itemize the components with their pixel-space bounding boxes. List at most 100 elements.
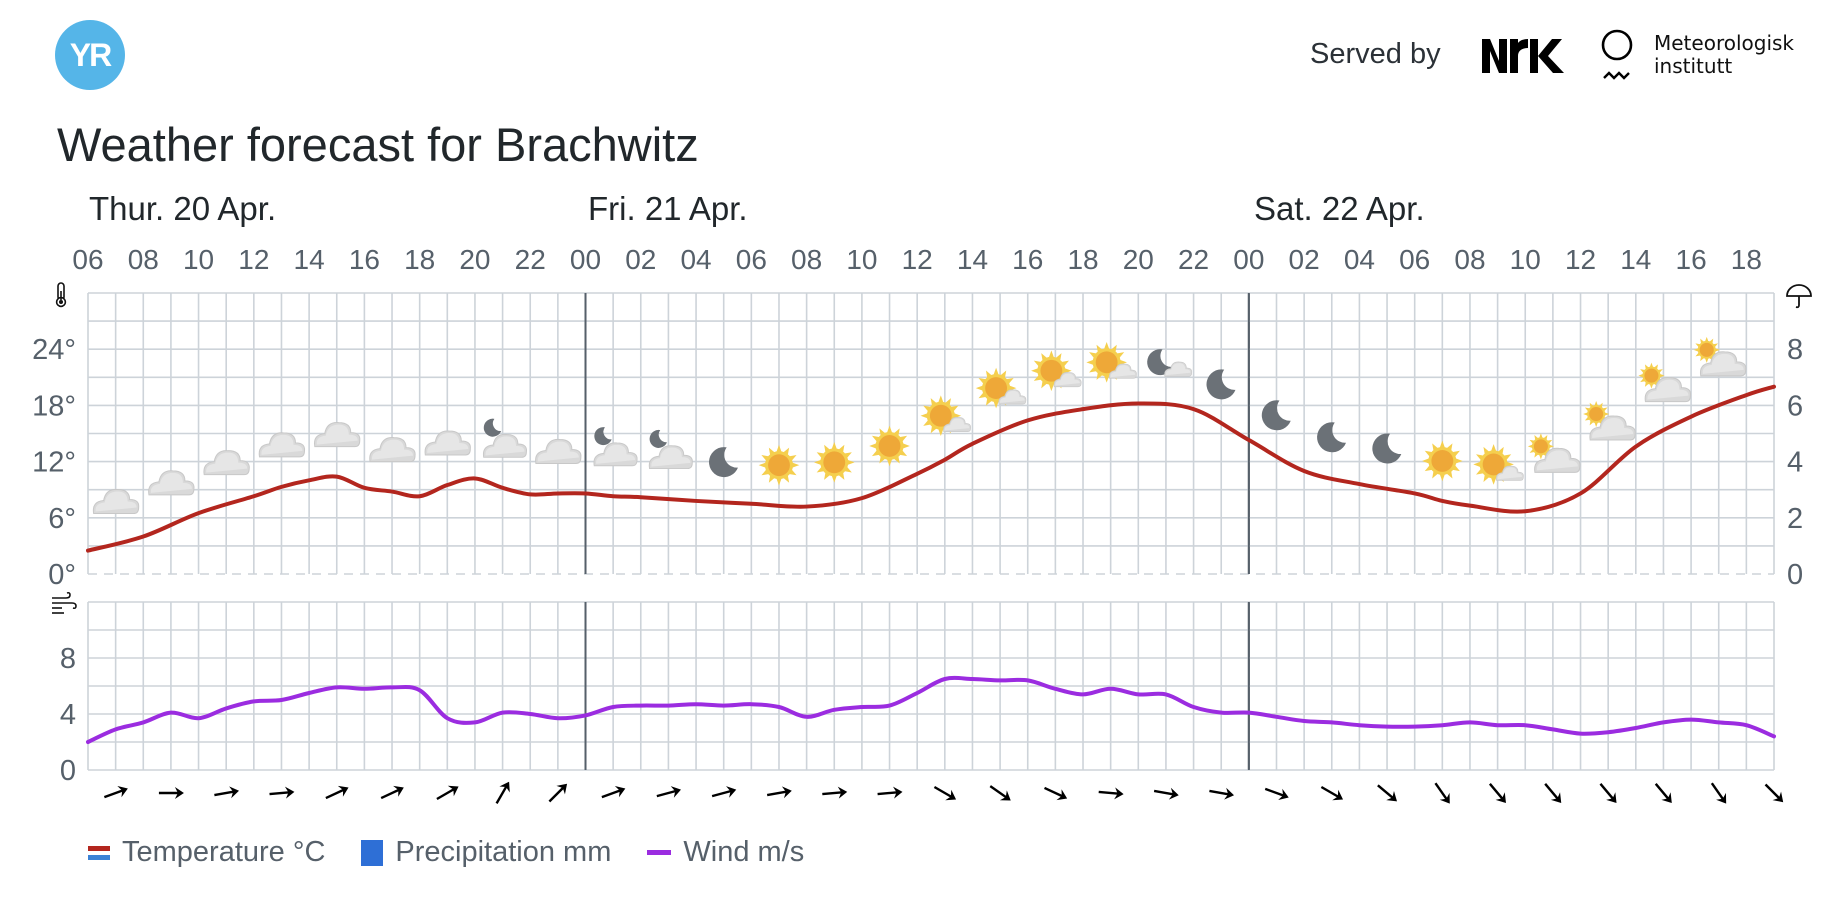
weather-symbol-fair-day [975, 367, 1027, 409]
weather-symbol-clear-day [758, 444, 800, 486]
cloud-icon [593, 442, 638, 467]
cloud-icon [482, 434, 527, 458]
wind-arrow-icon [1043, 786, 1068, 801]
cloud-icon [203, 450, 250, 476]
hour-label: 20 [1123, 244, 1154, 275]
hour-label: 22 [515, 244, 546, 275]
cloud-icon [258, 432, 306, 458]
weather-symbol-cloudy [92, 489, 140, 515]
cloud-icon [535, 438, 582, 464]
weather-symbol-clear-day [869, 425, 910, 467]
legend-temperature[interactable]: Temperature °C [88, 836, 325, 869]
weather-symbol-clear-night [1372, 433, 1402, 464]
sun-icon [1086, 342, 1127, 383]
hour-labels: 06 08 10 12 14 16 18 20 22 00 02 04 06 08 10 12 14 16 18 20… [72, 244, 1762, 275]
chart-legend: Temperature °C Precipitation mm Wind m/s [88, 836, 840, 869]
hour-label: 06 [72, 244, 103, 275]
hour-label: 12 [902, 244, 933, 275]
hour-label: 10 [1510, 244, 1541, 275]
temp-axis-label: 18° [32, 390, 76, 422]
temp-axis-label: 0° [48, 559, 76, 591]
precip-axis-label: 8 [1787, 334, 1803, 366]
wind-arrow-icon [548, 783, 568, 803]
wind-arrow-icon [989, 785, 1011, 801]
axis-labels: 0° 6° 12° 18° 24° 0 2 4 6 8 0 4 8 [32, 334, 1803, 787]
cloud-icon [1699, 351, 1747, 377]
cloud-icon [1164, 361, 1193, 377]
wind-axis-label: 4 [60, 699, 76, 731]
hour-label: 16 [349, 244, 380, 275]
wind-arrow-icon [656, 786, 681, 798]
met-institutt-logo[interactable] [1600, 28, 1644, 86]
thermometer-icon [55, 282, 67, 308]
cloud-icon [369, 437, 416, 463]
met-line1: Meteorologisk [1654, 31, 1795, 55]
wind-arrow-icon [711, 786, 737, 798]
sun-icon [1422, 440, 1463, 482]
wind-arrows [103, 781, 1784, 804]
weather-symbol-fair-day [1473, 444, 1524, 485]
moon-icon [483, 418, 502, 437]
yr-logo[interactable]: YR [55, 20, 125, 90]
temperature-line [86, 384, 1776, 553]
wind-arrow-icon [822, 786, 848, 799]
hour-label: 00 [1233, 244, 1264, 275]
legend-wind[interactable]: Wind m/s [647, 836, 804, 869]
hour-label: 00 [570, 244, 601, 275]
hour-label: 02 [625, 244, 656, 275]
precipitation-swatch [361, 839, 384, 866]
cloud-icon [424, 430, 471, 456]
hour-label: 18 [1067, 244, 1098, 275]
wind-arrow-icon [380, 785, 404, 800]
wind-arrow-icon [1098, 787, 1124, 800]
weather-symbol-clear-night [1317, 422, 1347, 453]
weather-symbol-partlycloudy-day [1583, 400, 1636, 441]
cloud-icon [313, 422, 361, 448]
wind-line [86, 675, 1776, 744]
wind-arrow-icon [877, 786, 903, 799]
sun-icon [1031, 350, 1072, 392]
precip-axis-label: 6 [1787, 390, 1803, 422]
temperature-grid [87, 292, 1775, 575]
hour-label: 18 [404, 244, 435, 275]
hour-label: 08 [791, 244, 822, 275]
day-label-fri: Fri. 21 Apr. [588, 190, 748, 227]
cloud-icon [998, 389, 1027, 405]
weather-symbol-cloudy [148, 470, 195, 496]
wind-arrow-icon [269, 786, 295, 799]
served-by-label: Served by [1310, 38, 1441, 70]
sun-icon [1638, 362, 1665, 389]
temp-axis-label: 12° [32, 447, 76, 479]
legend-precipitation[interactable]: Precipitation mm [361, 836, 611, 869]
wind-grid [87, 601, 1775, 771]
hour-label: 22 [1178, 244, 1209, 275]
met-institutt-name: Meteorologisk institutt [1654, 32, 1794, 78]
umbrella-icon [1786, 284, 1812, 309]
hour-label: 10 [846, 244, 877, 275]
wind-axis-label: 0 [60, 755, 76, 787]
yr-logo-text: YR [69, 36, 112, 73]
hour-label: 10 [183, 244, 214, 275]
wind-arrow-icon [1654, 783, 1672, 803]
wind-arrow-icon [1488, 783, 1506, 803]
wind-arrow-icon [766, 786, 792, 799]
nrk-logo[interactable] [1482, 39, 1574, 73]
wind-arrow-icon [1264, 787, 1289, 801]
wind-arrow-icon [325, 785, 349, 800]
wind-arrow-icon [1320, 785, 1344, 801]
weather-symbols [92, 336, 1747, 515]
sun-icon [813, 442, 855, 483]
hour-label: 16 [1676, 244, 1707, 275]
hour-label: 06 [736, 244, 767, 275]
weather-symbol-partlycloudy-day [1693, 336, 1747, 377]
cloud-icon [92, 489, 140, 515]
wind-swatch [647, 850, 672, 855]
hour-label: 14 [1620, 244, 1651, 275]
hour-label: 08 [1454, 244, 1485, 275]
wind-arrow-icon [1599, 783, 1617, 803]
cloud-icon [1534, 447, 1581, 473]
weather-symbol-clear-day [813, 442, 855, 483]
moon-icon [1372, 433, 1402, 464]
hour-label: 14 [957, 244, 988, 275]
weather-symbol-partlycloudy-day [1638, 362, 1692, 403]
